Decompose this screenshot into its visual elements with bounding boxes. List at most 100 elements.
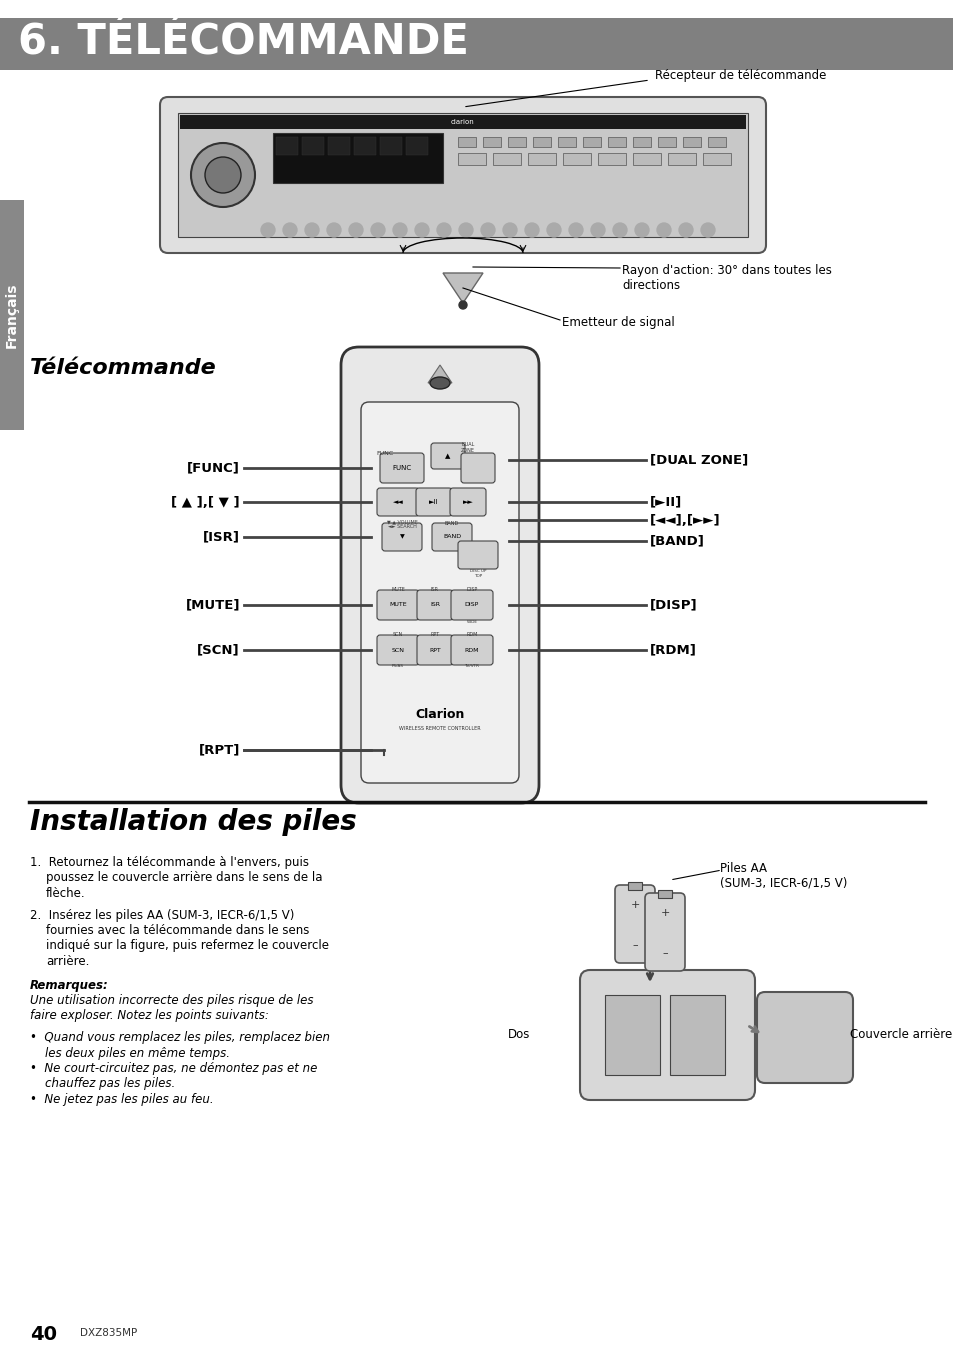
FancyBboxPatch shape: [376, 589, 418, 621]
Bar: [0, 18, 953, 70]
Circle shape: [305, 223, 318, 237]
Text: FUNC: FUNC: [376, 452, 394, 456]
Bar: [379, 137, 401, 155]
FancyBboxPatch shape: [451, 589, 493, 621]
Text: DUAL
ZONE: DUAL ZONE: [460, 442, 475, 453]
Circle shape: [700, 223, 714, 237]
Text: [MUTE]: [MUTE]: [185, 599, 240, 611]
Text: flèche.: flèche.: [46, 887, 86, 900]
FancyBboxPatch shape: [416, 589, 453, 621]
Bar: [406, 137, 428, 155]
Circle shape: [261, 223, 274, 237]
Text: WIDE: WIDE: [466, 621, 477, 625]
Text: [RPT]: [RPT]: [198, 744, 240, 757]
Text: BAND: BAND: [442, 534, 460, 539]
Bar: [275, 137, 297, 155]
FancyBboxPatch shape: [379, 453, 423, 483]
Bar: [633, 137, 650, 147]
Text: indiqué sur la figure, puis refermez le couvercle: indiqué sur la figure, puis refermez le …: [46, 940, 329, 953]
FancyBboxPatch shape: [579, 969, 754, 1101]
Text: Installation des piles: Installation des piles: [30, 808, 356, 836]
Text: SCN: SCN: [391, 648, 404, 653]
Circle shape: [349, 223, 363, 237]
Text: BAND: BAND: [444, 521, 458, 526]
Text: FUNC: FUNC: [392, 465, 411, 470]
Text: Français: Français: [5, 283, 19, 347]
Text: [ ▲ ],[ ▼ ]: [ ▲ ],[ ▼ ]: [172, 495, 240, 508]
Bar: [562, 153, 590, 165]
FancyBboxPatch shape: [416, 635, 453, 665]
Circle shape: [657, 223, 670, 237]
Text: 40: 40: [30, 1325, 57, 1344]
Circle shape: [458, 301, 467, 310]
Circle shape: [436, 223, 451, 237]
FancyBboxPatch shape: [360, 402, 518, 783]
Bar: [669, 995, 724, 1075]
Text: ISR: ISR: [430, 603, 439, 607]
Bar: [682, 137, 700, 147]
Text: RPT: RPT: [429, 648, 440, 653]
Text: Clarion: Clarion: [415, 708, 464, 722]
Polygon shape: [428, 365, 452, 383]
Bar: [707, 137, 725, 147]
FancyBboxPatch shape: [160, 97, 765, 253]
FancyBboxPatch shape: [460, 453, 495, 483]
Bar: [558, 137, 576, 147]
Bar: [598, 153, 625, 165]
Bar: [482, 137, 500, 147]
Text: ▲: ▲: [445, 453, 450, 458]
Text: •  Ne court-circuitez pas, ne démontez pas et ne: • Ne court-circuitez pas, ne démontez pa…: [30, 1063, 317, 1075]
Text: MUTE: MUTE: [389, 603, 406, 607]
Circle shape: [679, 223, 692, 237]
Text: ▼ ▲ VOLUME: ▼ ▲ VOLUME: [386, 519, 417, 525]
Circle shape: [590, 223, 604, 237]
Text: •  Quand vous remplacez les piles, remplacez bien: • Quand vous remplacez les piles, rempla…: [30, 1032, 330, 1044]
Text: 2.  Insérez les piles AA (SUM-3, IECR-6/1,5 V): 2. Insérez les piles AA (SUM-3, IECR-6/1…: [30, 909, 294, 922]
FancyBboxPatch shape: [416, 488, 452, 516]
Text: Emetteur de signal: Emetteur de signal: [561, 316, 674, 329]
Bar: [354, 137, 375, 155]
Text: TV/VTR: TV/VTR: [464, 664, 479, 668]
Text: 1.  Retournez la télécommande à l'envers, puis: 1. Retournez la télécommande à l'envers,…: [30, 856, 309, 869]
Text: ►II: ►II: [429, 499, 438, 506]
Text: [►II]: [►II]: [649, 495, 681, 508]
Text: [SCN]: [SCN]: [197, 644, 240, 657]
Text: [RDM]: [RDM]: [649, 644, 696, 657]
Bar: [178, 114, 747, 237]
FancyBboxPatch shape: [432, 523, 472, 552]
Bar: [457, 153, 485, 165]
Text: •  Ne jetez pas les piles au feu.: • Ne jetez pas les piles au feu.: [30, 1092, 213, 1106]
Text: Rayon d'action: 30° dans toutes les
directions: Rayon d'action: 30° dans toutes les dire…: [621, 264, 831, 292]
Bar: [658, 137, 676, 147]
Bar: [582, 137, 600, 147]
Circle shape: [283, 223, 296, 237]
Text: les deux piles en même temps.: les deux piles en même temps.: [30, 1046, 230, 1060]
Bar: [633, 153, 660, 165]
Bar: [607, 137, 625, 147]
Text: PS/AS: PS/AS: [392, 664, 403, 668]
Circle shape: [205, 157, 241, 193]
Circle shape: [458, 223, 473, 237]
Text: [ISR]: [ISR]: [203, 530, 240, 544]
Text: RDM: RDM: [466, 631, 477, 637]
Bar: [604, 995, 659, 1075]
Bar: [627, 882, 641, 890]
Text: Récepteur de télécommande: Récepteur de télécommande: [655, 69, 825, 81]
Circle shape: [371, 223, 385, 237]
Text: [◄◄],[►►]: [◄◄],[►►]: [649, 514, 720, 526]
Bar: [180, 115, 745, 128]
Text: [DISP]: [DISP]: [649, 599, 697, 611]
Text: Piles AA
(SUM-3, IECR-6/1,5 V): Piles AA (SUM-3, IECR-6/1,5 V): [720, 863, 846, 890]
FancyBboxPatch shape: [431, 443, 464, 469]
Bar: [667, 153, 696, 165]
Bar: [0, 200, 24, 430]
Circle shape: [502, 223, 517, 237]
Text: chauffez pas les piles.: chauffez pas les piles.: [30, 1078, 175, 1091]
Text: Dos: Dos: [507, 1029, 530, 1041]
Text: DISP: DISP: [466, 587, 477, 592]
Text: ►►: ►►: [462, 499, 473, 506]
FancyBboxPatch shape: [451, 635, 493, 665]
Text: ◄◄: ◄◄: [393, 499, 403, 506]
Bar: [507, 137, 525, 147]
Text: DXZ835MP: DXZ835MP: [80, 1328, 137, 1338]
